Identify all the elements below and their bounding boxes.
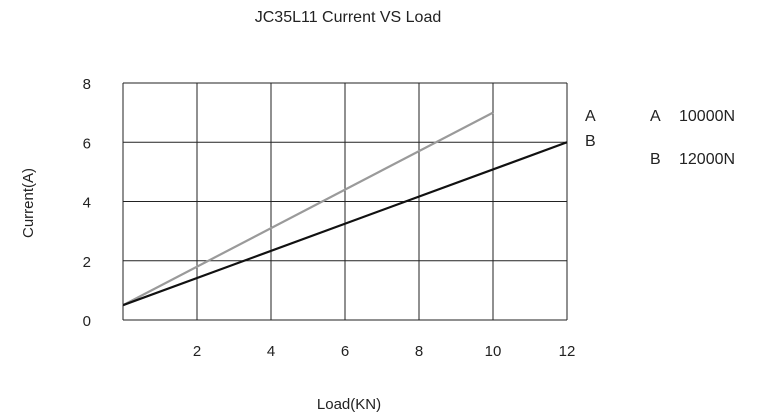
x-tick-label: 4	[267, 343, 275, 360]
series-line-a	[122, 111, 494, 307]
x-axis-label: Load(KN)	[317, 396, 381, 413]
y-tick-label: 4	[83, 195, 91, 212]
x-tick-label: 2	[193, 343, 201, 360]
series-end-labels: AB	[585, 108, 596, 150]
x-tick-labels: 2 4 6 8 10 12	[193, 343, 576, 360]
legend: A 10000N B 12000N	[650, 108, 735, 168]
x-tick-label: 10	[485, 343, 502, 360]
legend-text-a: 10000N	[679, 108, 735, 125]
y-tick-label: 8	[83, 76, 91, 93]
y-tick-label: 0	[83, 313, 91, 330]
series-line-b	[122, 141, 568, 307]
y-tick-labels: 0 2 4 6 8	[83, 76, 91, 330]
legend-key-b: B	[650, 151, 661, 168]
series-lines	[122, 111, 568, 307]
y-axis-label: Current(A)	[20, 168, 37, 238]
series-end-label-a: A	[585, 108, 596, 125]
x-tick-label: 6	[341, 343, 349, 360]
chart-title: JC35L11 Current VS Load	[255, 9, 441, 26]
plot-grid	[122, 82, 568, 321]
series-end-label-b: B	[585, 133, 596, 150]
x-tick-label: 8	[415, 343, 423, 360]
y-tick-label: 6	[83, 135, 91, 152]
legend-key-a: A	[650, 108, 661, 125]
y-tick-label: 2	[83, 254, 91, 271]
legend-text-b: 12000N	[679, 151, 735, 168]
x-tick-label: 12	[559, 343, 576, 360]
